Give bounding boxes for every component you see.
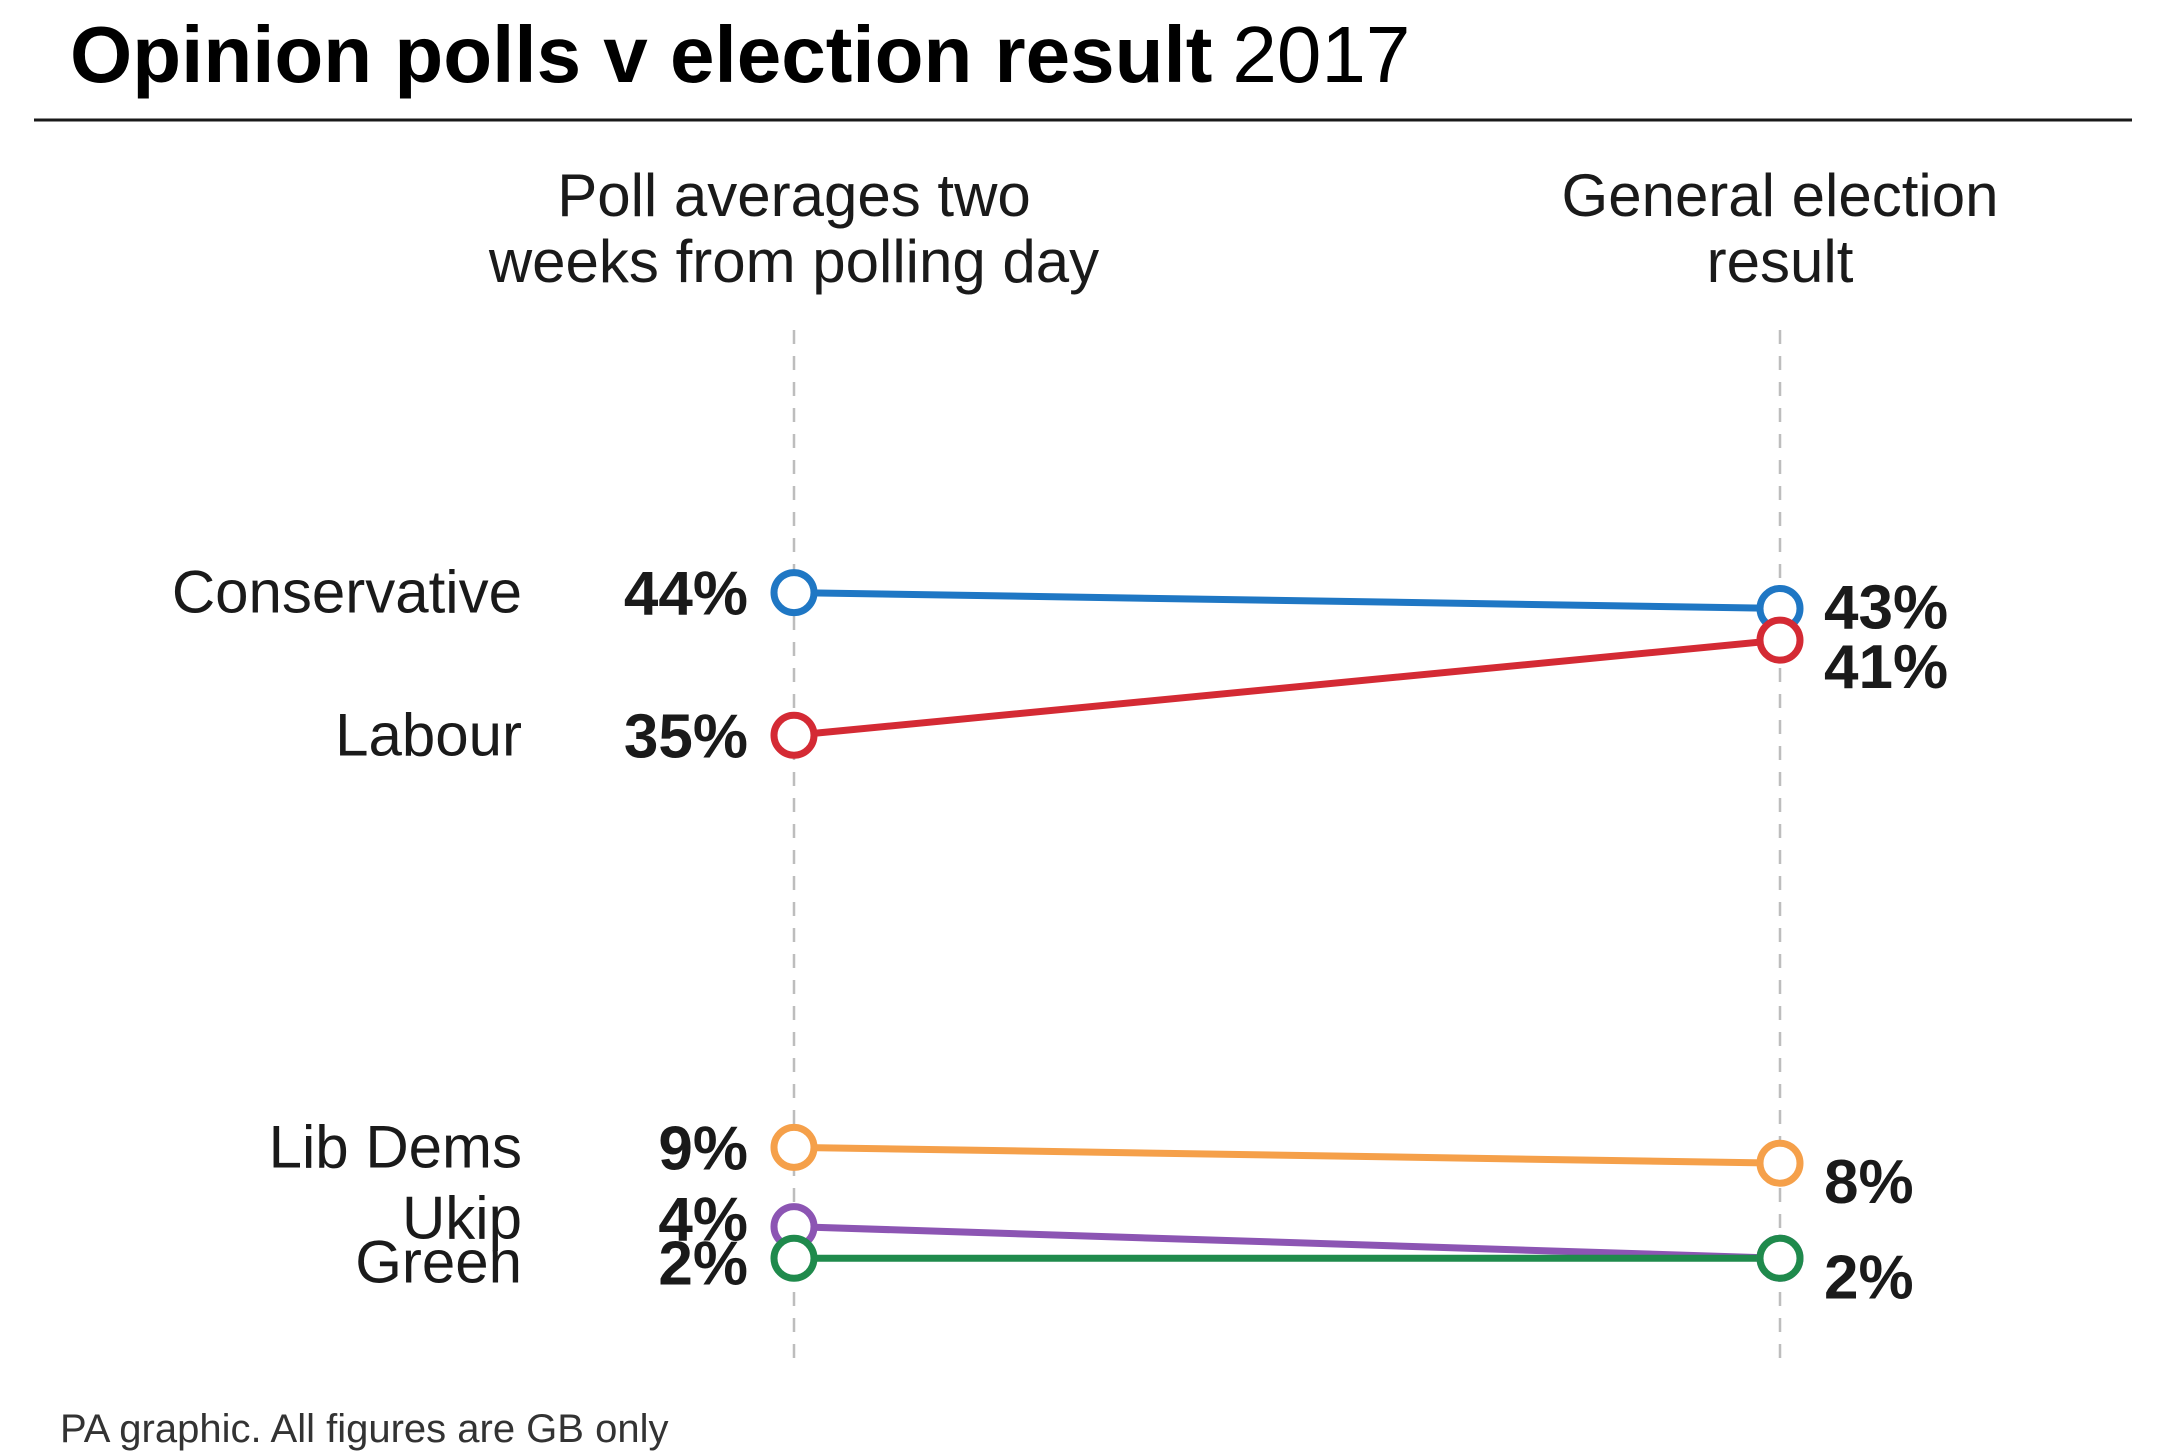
line-labour — [790, 636, 1784, 739]
column-header-0-line-1: weeks from polling day — [488, 228, 1099, 295]
line-ukip — [790, 1223, 1784, 1262]
poll-value-green: 2% — [658, 1229, 748, 1298]
column-header-1-line-0: General election — [1562, 162, 1999, 229]
marker-conservative-poll — [770, 569, 818, 617]
series-labels: Conservative 44% 43% Labour 35% 41% Lib Dems 9%… — [172, 559, 1948, 1313]
party-name-labour: Labour — [335, 701, 522, 768]
marker-labour-result — [1756, 616, 1804, 664]
party-name-green: Green — [355, 1228, 522, 1295]
series-lines — [790, 589, 1784, 1262]
column-guides — [792, 330, 1782, 1360]
party-name-lib-dems: Lib Dems — [269, 1113, 522, 1180]
marker-lib-dems-result — [1756, 1139, 1804, 1187]
chart-title: Opinion polls v election result 2017 — [70, 10, 1410, 99]
title-main: Opinion polls v election result — [70, 10, 1212, 99]
line-conservative — [790, 589, 1784, 612]
poll-value-lib-dems: 9% — [658, 1114, 748, 1183]
line-lib-dems — [790, 1143, 1784, 1167]
party-name-conservative: Conservative — [172, 559, 522, 626]
marker-labour-poll — [770, 711, 818, 759]
marker-green-poll — [770, 1234, 818, 1282]
source-note: PA graphic. All figures are GB only — [60, 1407, 668, 1451]
party-name-ukip: Ukip — [402, 1185, 522, 1252]
column-header-1-line-1: result — [1707, 228, 1854, 295]
poll-value-ukip: 4% — [658, 1186, 748, 1255]
poll-value-conservative: 44% — [624, 560, 748, 629]
result-value-ukip: 2% — [1824, 1243, 1914, 1312]
title-year: 2017 — [1232, 10, 1410, 99]
series-markers — [770, 569, 1804, 1282]
result-value-lib-dems: 8% — [1824, 1148, 1914, 1217]
marker-green-result — [1756, 1234, 1804, 1282]
marker-lib-dems-poll — [770, 1123, 818, 1171]
result-value-conservative: 43% — [1824, 573, 1948, 642]
result-value-labour: 41% — [1824, 633, 1948, 702]
poll-value-labour: 35% — [624, 702, 748, 771]
column-header-0-line-0: Poll averages two — [557, 162, 1031, 229]
